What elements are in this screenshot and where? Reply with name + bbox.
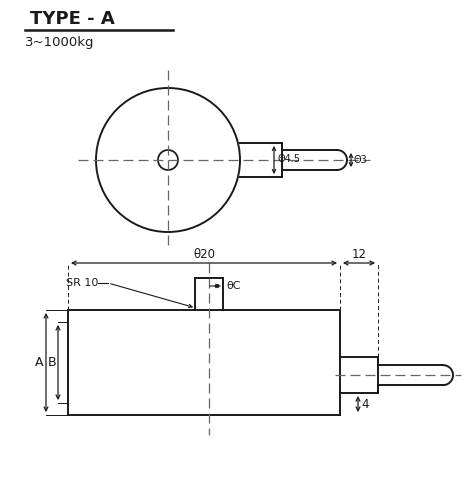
Text: Θ3: Θ3 — [354, 155, 368, 165]
Text: SR 10: SR 10 — [66, 278, 99, 288]
Text: 3~1000kg: 3~1000kg — [25, 36, 94, 49]
Text: 12: 12 — [352, 248, 367, 261]
Text: A: A — [35, 356, 43, 369]
Text: θ20: θ20 — [193, 248, 215, 261]
Text: TYPE - A: TYPE - A — [30, 10, 115, 28]
Text: Θ4.5: Θ4.5 — [277, 154, 300, 164]
Text: θC: θC — [226, 281, 241, 291]
Text: 4: 4 — [361, 398, 368, 411]
Text: B: B — [48, 356, 57, 369]
